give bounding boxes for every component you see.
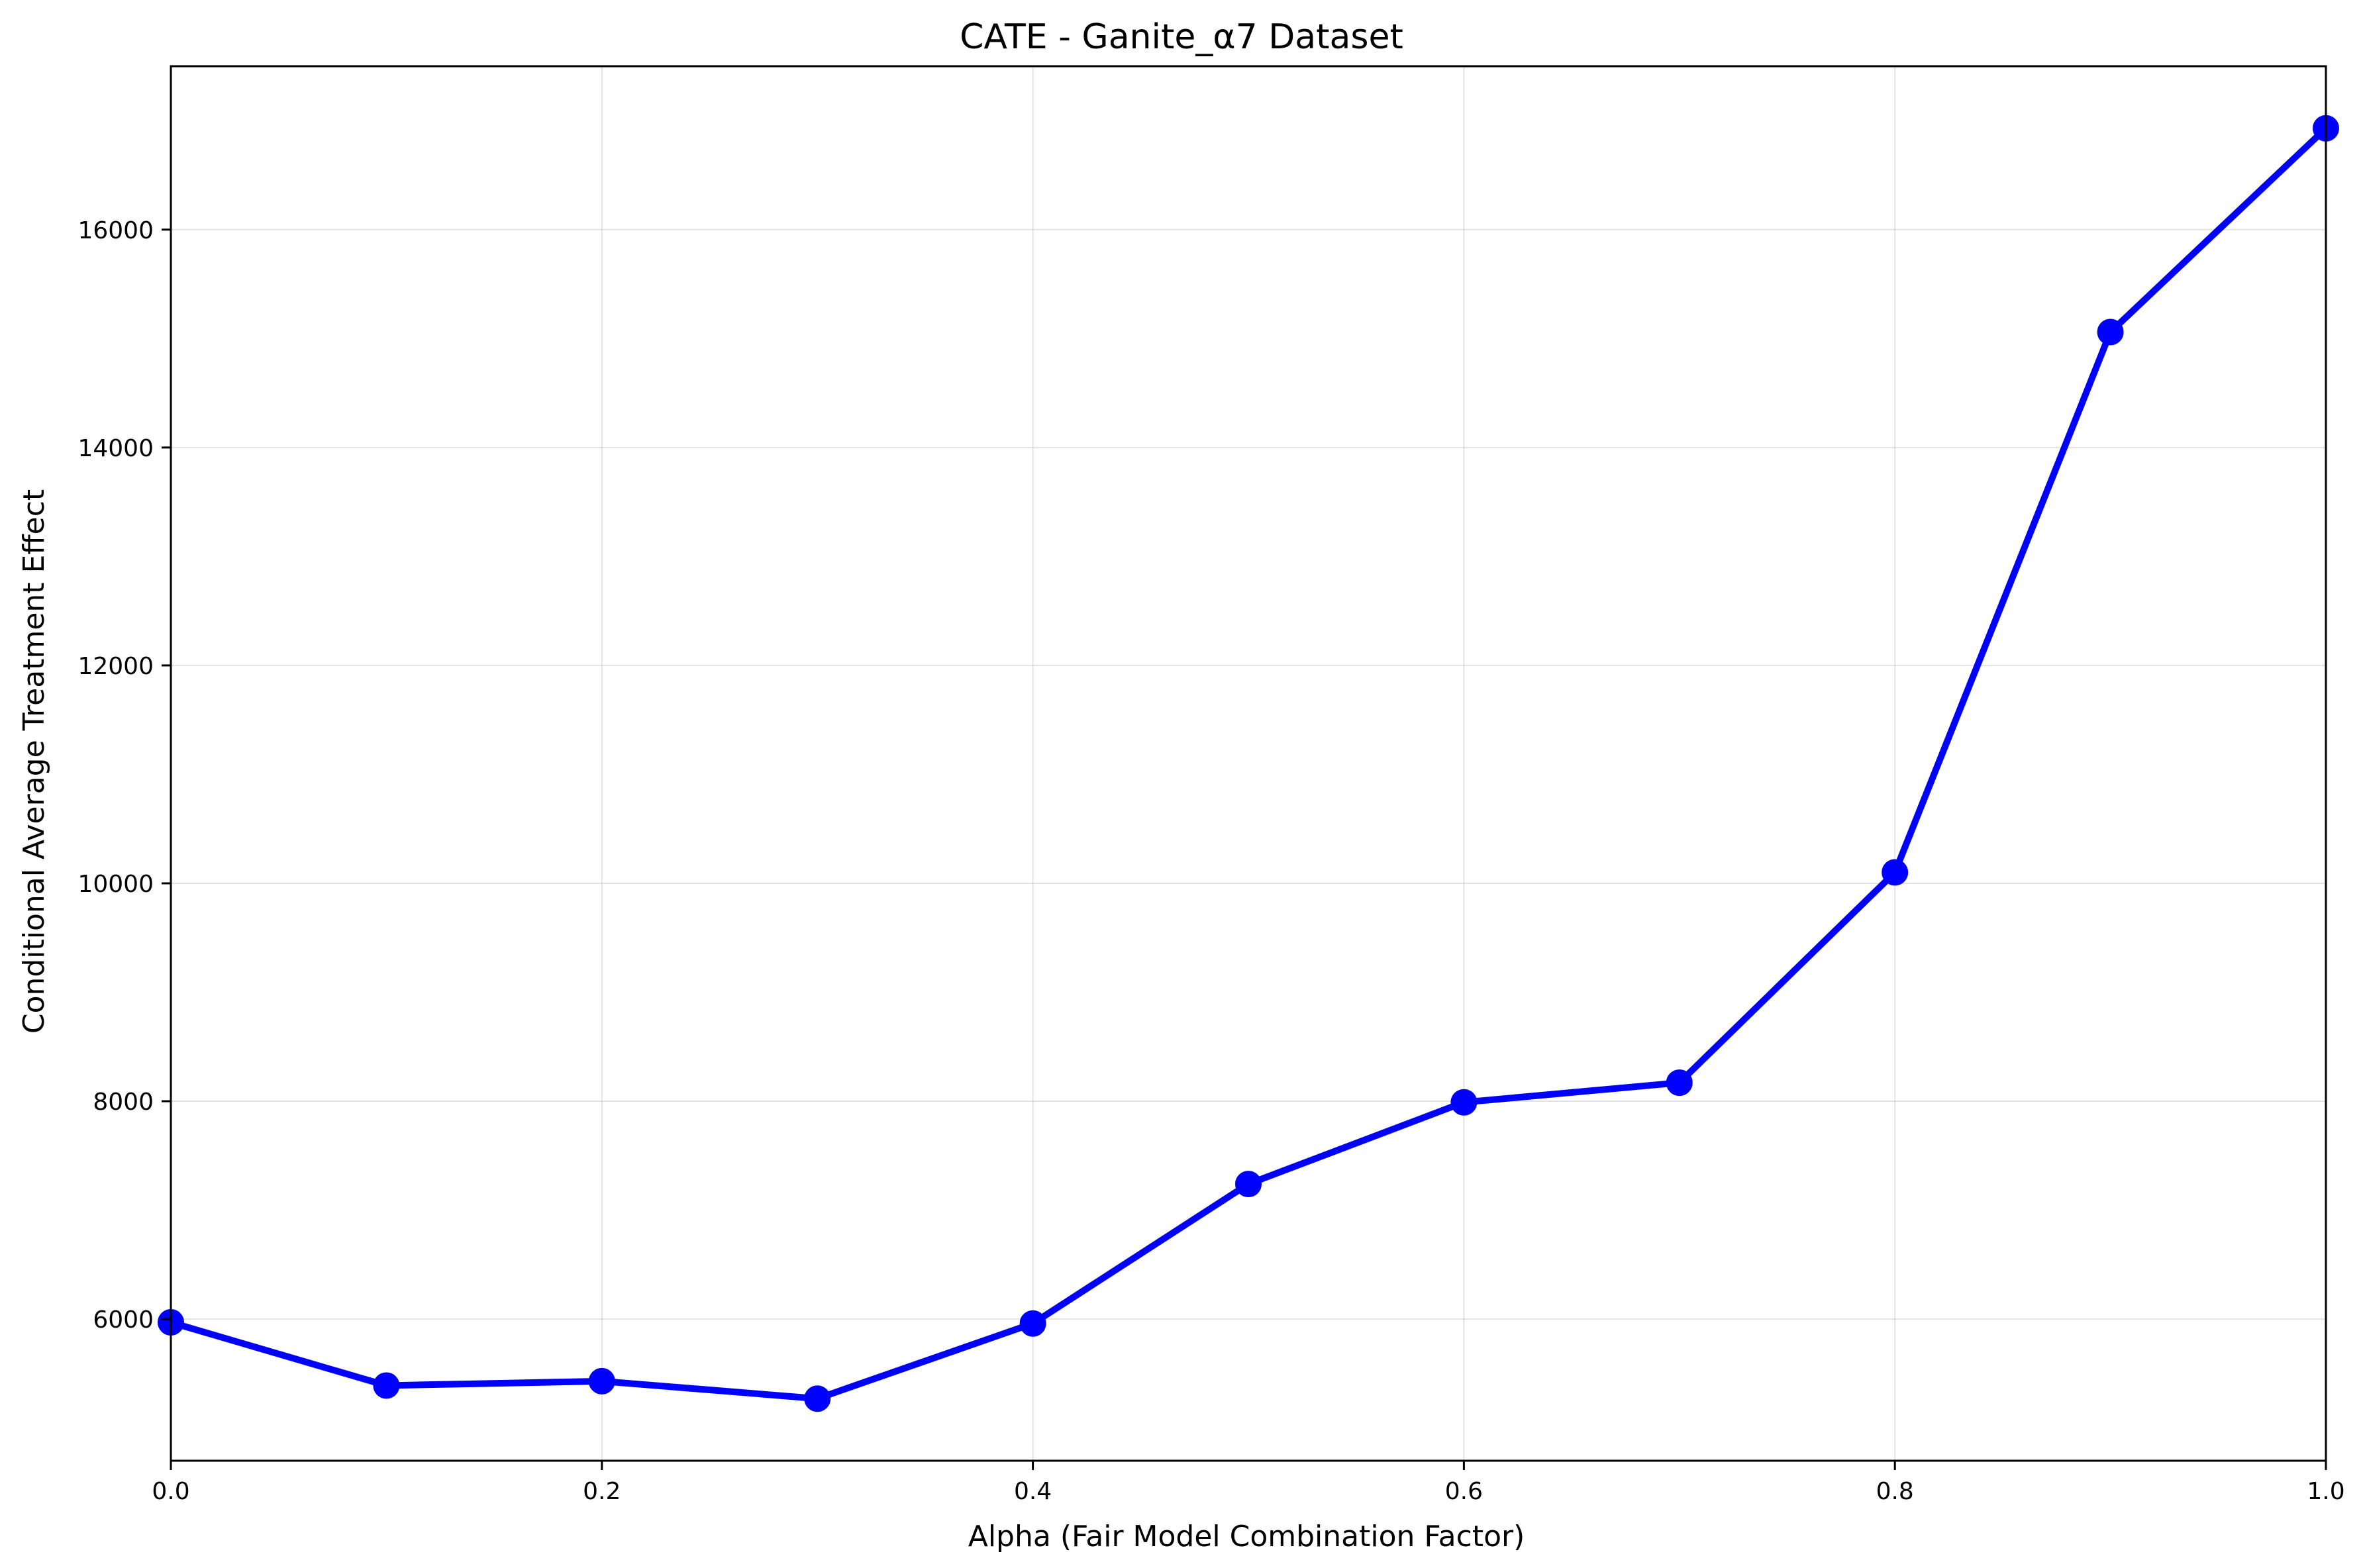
plot-frame-group: [170, 65, 2327, 1462]
chart-title: CATE - Ganite_α7 Dataset: [960, 17, 1403, 57]
data-point: [2097, 318, 2124, 346]
x-tick-label: 0.4: [1014, 1478, 1052, 1505]
x-tick-label: 0.2: [583, 1478, 621, 1505]
y-tick-label: 16000: [77, 217, 154, 244]
y-tick-label: 6000: [93, 1306, 154, 1334]
data-point: [373, 1372, 400, 1399]
ticks: 0.0 0.2 0.4 0.6 0.8 1.0 6000 8000 10000 12000 1400…: [77, 217, 2344, 1505]
data-point: [1882, 859, 1909, 886]
y-tick-label: 10000: [77, 871, 154, 898]
data-point: [588, 1367, 615, 1395]
series-layer: [158, 115, 2339, 1412]
x-tick-label: 0.6: [1445, 1478, 1483, 1505]
x-tick-label: 0.0: [152, 1478, 189, 1505]
y-axis-label: Conditional Average Treatment Effect: [17, 489, 51, 1034]
x-tick-label: 1.0: [2307, 1478, 2344, 1505]
y-tick-label: 12000: [77, 653, 154, 680]
data-point: [1450, 1089, 1478, 1116]
data-point: [804, 1385, 831, 1412]
data-point: [1235, 1171, 1262, 1198]
y-tick-label: 8000: [93, 1089, 154, 1116]
x-tick-label: 0.8: [1876, 1478, 1914, 1505]
data-point: [1666, 1069, 1693, 1097]
data-point: [1019, 1310, 1046, 1337]
y-tick-label: 14000: [77, 435, 154, 462]
plot-frame: [170, 65, 2327, 1462]
x-axis-label: Alpha (Fair Model Combination Factor): [968, 1520, 1525, 1553]
